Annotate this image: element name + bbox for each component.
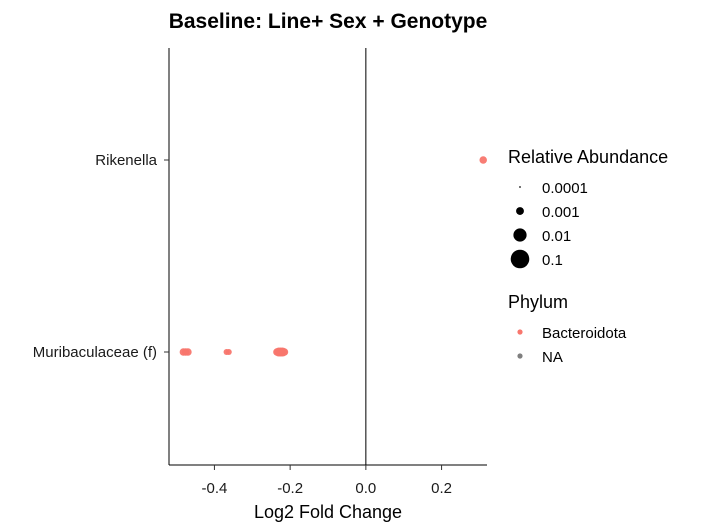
color-legend-key	[517, 353, 523, 359]
size-legend-title: Relative Abundance	[508, 147, 668, 167]
data-point	[280, 348, 289, 356]
x-tick-label: -0.4	[201, 480, 227, 497]
size-legend-label: 0.1	[542, 252, 563, 269]
color-legend-label: NA	[542, 349, 563, 366]
y-tick-label: Muribaculaceae (f)	[33, 344, 157, 361]
legend: Relative Abundance 0.0001 0.001 0.01 0.1 Phyl…	[508, 147, 668, 366]
size-legend-key	[513, 228, 527, 242]
data-point	[225, 349, 232, 355]
x-axis-title: Log2 Fold Change	[254, 502, 402, 522]
color-legend-title: Phylum	[508, 292, 568, 312]
color-legend-key	[517, 329, 523, 335]
axes: -0.4 -0.2 0.0 0.2 Muribaculaceae (f) Rikenell…	[33, 48, 487, 497]
size-legend-label: 0.001	[542, 204, 580, 221]
x-tick-label: 0.2	[431, 480, 452, 497]
plot-area	[179, 48, 487, 465]
size-legend-key	[516, 207, 524, 215]
size-legend-key	[519, 186, 521, 188]
x-tick-label: -0.2	[277, 480, 303, 497]
size-legend-key	[510, 249, 530, 269]
data-point	[479, 156, 487, 164]
y-tick-label: Rikenella	[95, 152, 157, 169]
size-legend-label: 0.01	[542, 228, 571, 245]
size-legend-label: 0.0001	[542, 180, 588, 197]
color-legend-label: Bacteroidota	[542, 325, 627, 342]
chart-title: Baseline: Line+ Sex + Genotype	[169, 10, 488, 33]
data-point	[184, 348, 192, 356]
x-tick-label: 0.0	[355, 480, 376, 497]
